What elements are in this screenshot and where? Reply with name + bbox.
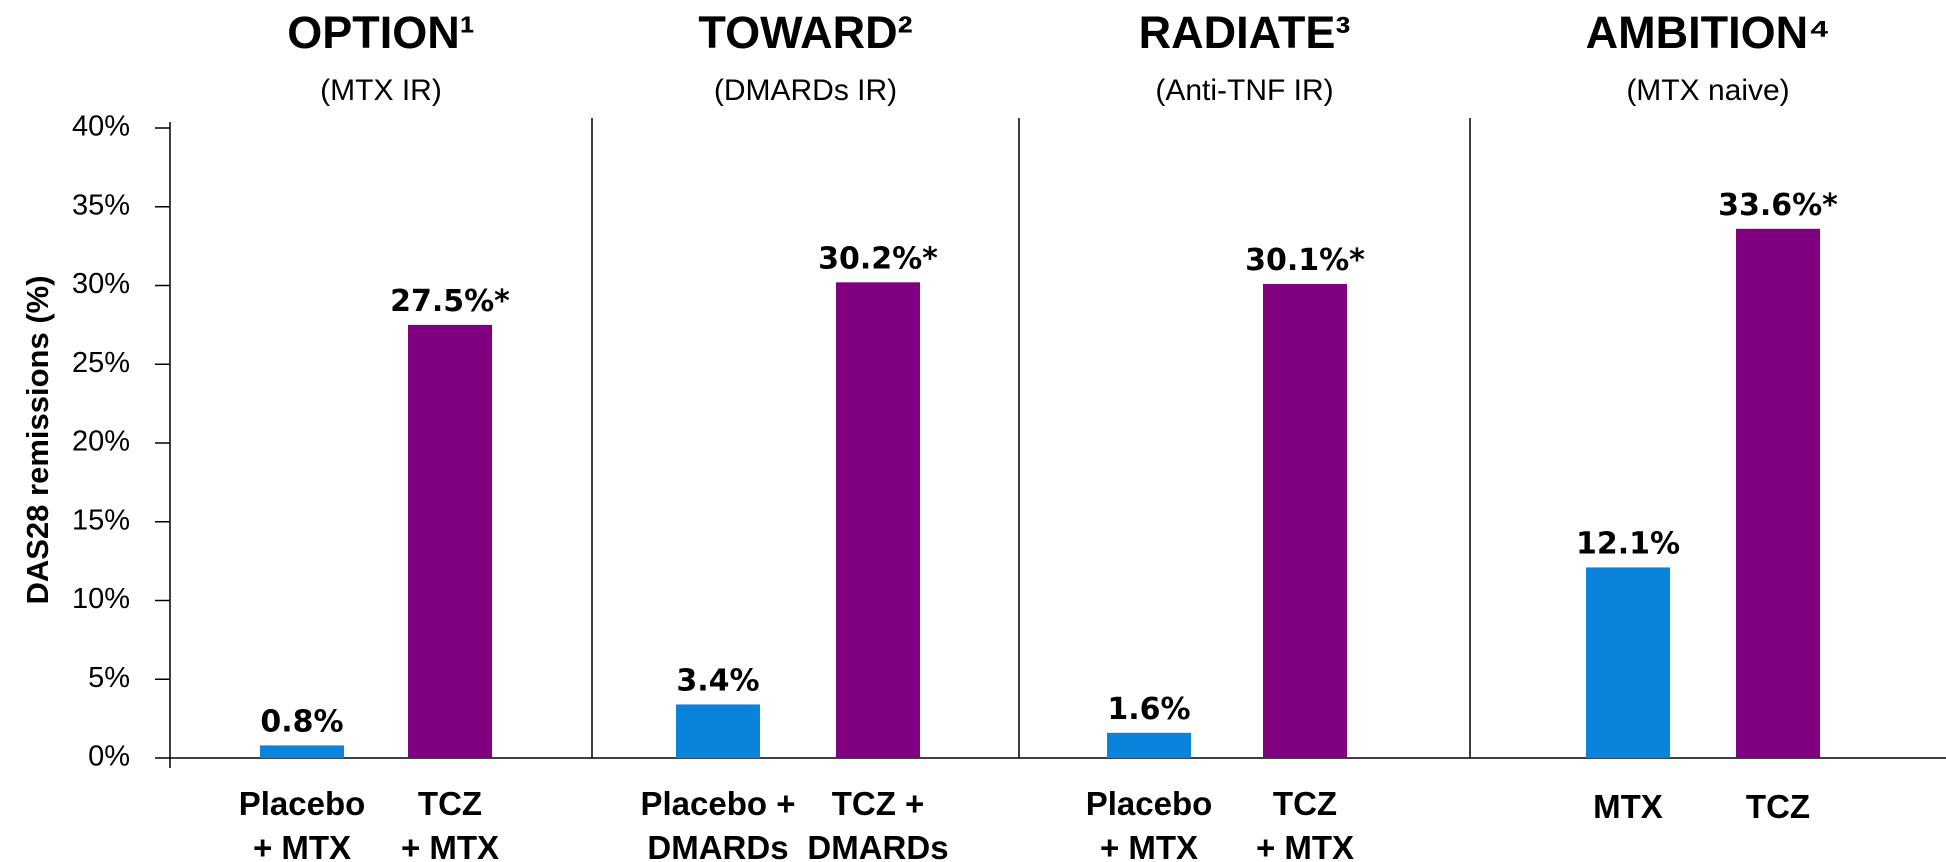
category-label: Placebo <box>239 785 366 822</box>
category-label: + MTX <box>401 829 499 862</box>
category-label: DMARDs <box>807 829 948 862</box>
data-label: 1.6% <box>1107 692 1190 727</box>
bar-group: OPTION¹ (MTX IR) 0.8% Placebo + MTX 27.5%* TCZ… <box>239 7 510 862</box>
data-label: 27.5%* <box>390 284 510 319</box>
group-subtitle: (Anti-TNF IR) <box>1155 74 1333 107</box>
category-label: TCZ + <box>832 785 925 822</box>
y-tick-label: 40% <box>72 111 130 143</box>
y-tick-label: 5% <box>88 662 130 694</box>
group-dividers <box>591 118 1471 758</box>
group-subtitle: (MTX IR) <box>320 74 442 107</box>
group-title: RADIATE³ <box>1139 7 1351 58</box>
bar-group: TOWARD² (DMARDs IR) 3.4% Placebo + DMARDs 30.… <box>641 7 949 862</box>
data-label: 0.8% <box>260 704 343 739</box>
group-title: TOWARD² <box>698 7 912 58</box>
bar <box>1107 732 1191 758</box>
bar <box>408 324 492 758</box>
category-label: DMARDs <box>647 829 788 862</box>
category-label: Placebo + <box>641 785 796 822</box>
y-ticks: 0% 5% 10% 15% 20% 25% 30% 35% 40% <box>72 111 170 773</box>
y-tick-label: 0% <box>88 741 130 773</box>
bar <box>676 704 760 758</box>
y-tick-label: 35% <box>72 189 130 221</box>
y-tick-label: 30% <box>72 268 130 300</box>
category-label: + MTX <box>253 829 351 862</box>
data-label: 33.6%* <box>1718 188 1838 223</box>
bar <box>1586 567 1670 758</box>
bar-group: AMBITION⁴ (MTX naive) 12.1% MTX 33.6%* TCZ <box>1576 7 1838 825</box>
data-label: 30.2%* <box>818 241 938 276</box>
category-label: TCZ <box>1273 785 1337 822</box>
bar-groups: OPTION¹ (MTX IR) 0.8% Placebo + MTX 27.5%* TCZ… <box>239 7 1838 862</box>
data-label: 12.1% <box>1576 526 1680 561</box>
bar-group: RADIATE³ (Anti-TNF IR) 1.6% Placebo + MTX 30.… <box>1086 7 1365 862</box>
y-tick-label: 15% <box>72 504 130 536</box>
category-label: TCZ <box>1746 788 1810 825</box>
group-title: AMBITION⁴ <box>1586 7 1831 58</box>
bar <box>1736 228 1820 759</box>
group-subtitle: (MTX naive) <box>1626 74 1789 107</box>
category-label: + MTX <box>1256 829 1354 862</box>
y-tick-label: 10% <box>72 583 130 615</box>
group-subtitle: (DMARDs IR) <box>714 74 897 107</box>
y-tick-label: 25% <box>72 347 130 379</box>
category-label: Placebo <box>1086 785 1213 822</box>
data-label: 30.1%* <box>1245 243 1365 278</box>
category-label: TCZ <box>418 785 482 822</box>
group-title: OPTION¹ <box>287 7 475 58</box>
bar <box>836 282 920 758</box>
category-label: + MTX <box>1100 829 1198 862</box>
bar <box>260 745 344 758</box>
y-axis-title: DAS28 remissions (%) <box>20 275 55 604</box>
y-tick-label: 20% <box>72 426 130 458</box>
data-label: 3.4% <box>676 663 759 698</box>
bar <box>1263 283 1347 758</box>
category-label: MTX <box>1593 788 1663 825</box>
